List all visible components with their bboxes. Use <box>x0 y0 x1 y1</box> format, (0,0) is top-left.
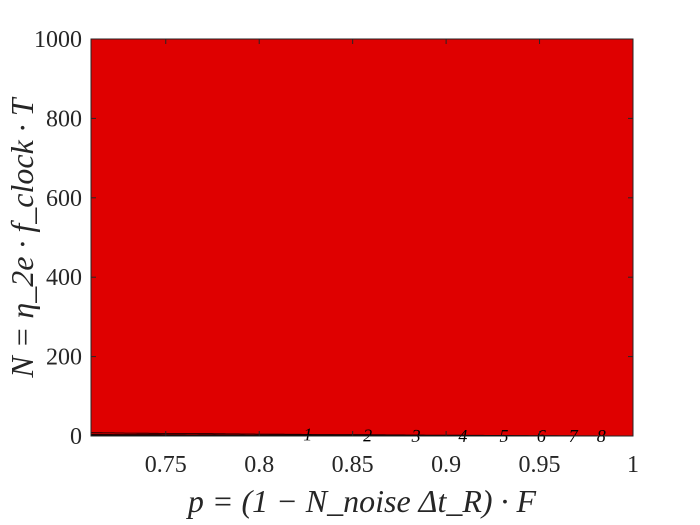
x-axis: 0.75 0.8 0.85 0.9 0.95 1 <box>145 39 639 478</box>
contour-band-8 <box>91 39 633 436</box>
y-tick-label: 1000 <box>34 27 82 53</box>
contour-label-1: 1 <box>303 424 312 444</box>
x-tick-label: 0.75 <box>145 452 187 478</box>
x-tick-label: 0.8 <box>244 452 274 478</box>
y-tick-label: 600 <box>46 186 82 212</box>
y-tick-label: 800 <box>46 106 82 132</box>
y-tick-label: 200 <box>46 345 82 371</box>
x-tick-label: 0.9 <box>431 452 461 478</box>
x-tick-label: 0.95 <box>519 452 561 478</box>
x-tick-label: 0.85 <box>332 452 374 478</box>
contour-bands <box>91 39 633 436</box>
y-tick-label: 400 <box>46 265 82 291</box>
plot-frame <box>90 38 634 437</box>
y-axis: 0 200 400 600 800 1000 <box>34 27 633 450</box>
y-axis-label: N = η_2e · f_clock · T <box>4 96 40 378</box>
x-tick-label: 1 <box>627 452 639 478</box>
y-tick-label: 0 <box>70 424 82 450</box>
contour-label-2: 2 <box>363 425 372 445</box>
x-axis-label: p = (1 − N_noise Δt_R) · F <box>186 483 537 519</box>
